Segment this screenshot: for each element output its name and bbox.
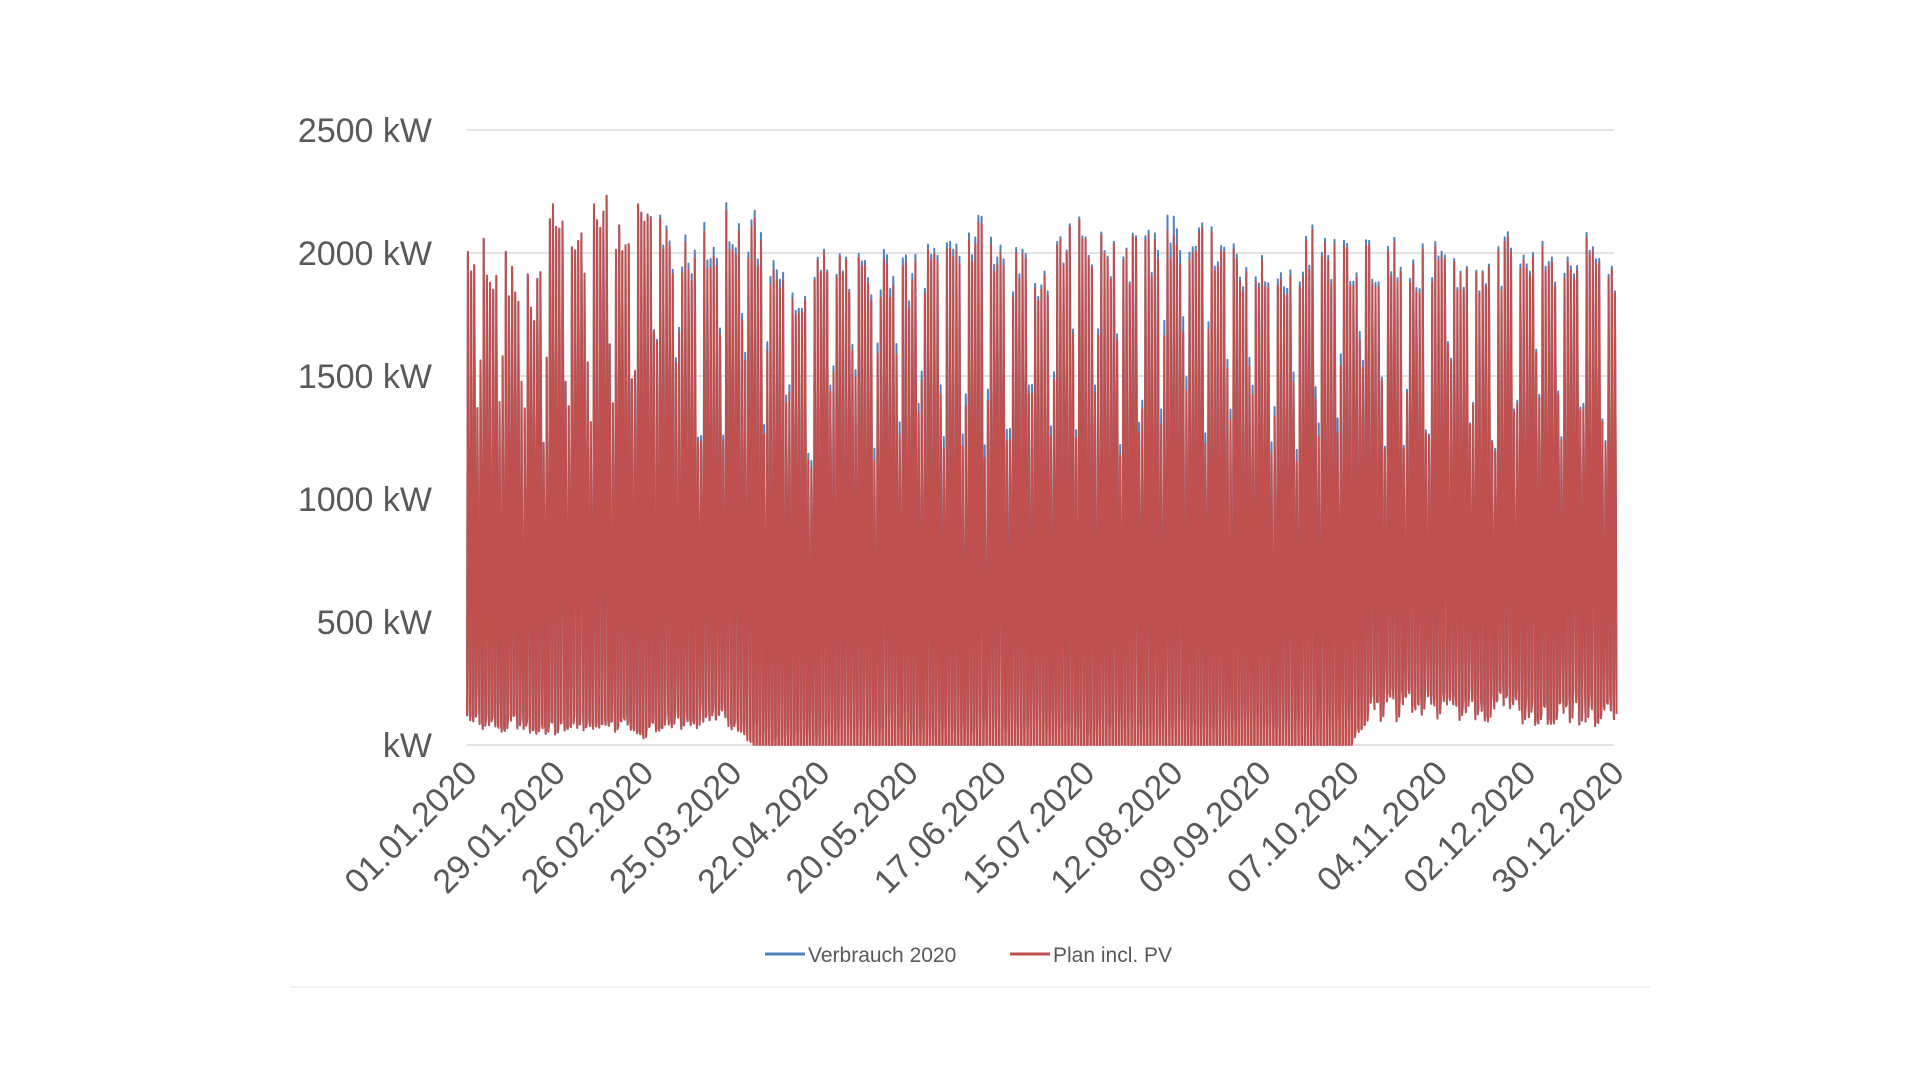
legend: Verbrauch 2020 Plan incl. PV xyxy=(765,944,1172,967)
series-lines xyxy=(466,194,1618,746)
y-tick-label: 500 kW xyxy=(317,604,432,642)
y-tick-label: 2500 kW xyxy=(298,112,432,150)
legend-label-plan-incl-pv: Plan incl. PV xyxy=(1053,944,1172,967)
y-tick-label: 1000 kW xyxy=(298,481,432,519)
y-tick-label: 2000 kW xyxy=(298,235,432,273)
y-axis-tick-labels: kW 500 kW 1000 kW 1500 kW 2000 kW 2500 kW xyxy=(298,112,432,765)
legend-label-verbrauch-2020: Verbrauch 2020 xyxy=(808,944,956,967)
y-tick-label: kW xyxy=(383,727,432,765)
x-axis-tick-labels: 01.01.202029.01.202026.02.202025.03.2020… xyxy=(337,754,1631,901)
y-tick-label: 1500 kW xyxy=(298,358,432,396)
series-line-plan-incl-pv xyxy=(466,194,1618,746)
